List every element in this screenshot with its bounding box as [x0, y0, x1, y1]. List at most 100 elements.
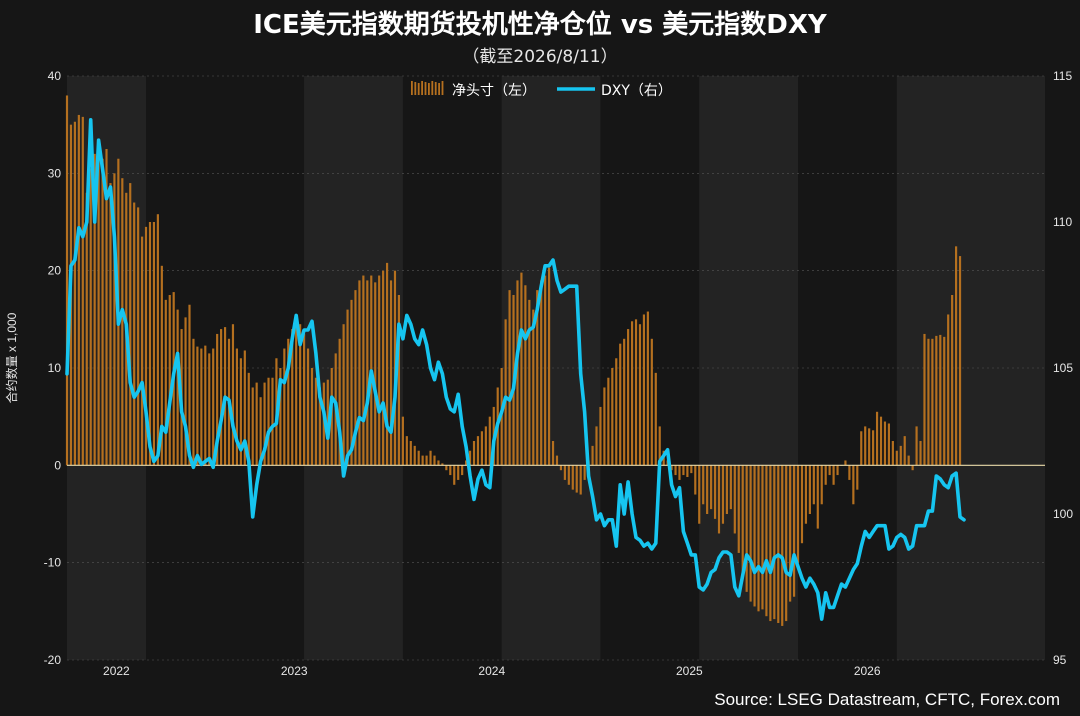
bar [595, 426, 598, 466]
bar [358, 280, 361, 466]
bar [468, 450, 472, 466]
bar [923, 333, 926, 466]
bar [725, 465, 728, 514]
bar [615, 358, 618, 466]
left-axis: 40 30 20 10 0 -10 -20 [44, 69, 62, 667]
bar [267, 377, 270, 466]
bar [188, 304, 191, 466]
bar [741, 465, 744, 573]
bar [295, 319, 298, 466]
bar [216, 333, 219, 466]
bar [895, 450, 898, 466]
bar [749, 465, 752, 602]
right-tick-label: 110 [1053, 215, 1072, 229]
bar [208, 353, 211, 466]
bar [717, 465, 721, 534]
bar [330, 368, 333, 466]
right-tick-label: 105 [1053, 361, 1073, 375]
bar [291, 329, 294, 466]
bar [77, 114, 80, 466]
bar [121, 178, 124, 466]
bar [137, 207, 140, 466]
bar [239, 358, 242, 466]
bar [306, 348, 310, 466]
bar [279, 368, 282, 466]
bar [516, 280, 519, 466]
bar [461, 465, 464, 476]
right-tick-label: 115 [1053, 69, 1072, 83]
bar [911, 465, 914, 471]
bar [184, 317, 187, 466]
bar [789, 465, 792, 602]
bar [65, 95, 69, 466]
bar [627, 329, 630, 466]
legend[interactable]: 净头寸（左） DXY（右） [411, 81, 672, 99]
bar [338, 338, 341, 466]
bar [792, 465, 796, 597]
bar [235, 348, 239, 466]
bar [919, 441, 922, 466]
bar [872, 430, 875, 466]
bar [864, 426, 867, 466]
bar [536, 290, 539, 466]
legend-bar-stroke [424, 82, 427, 95]
x-tick-label: 2023 [281, 664, 308, 678]
bar [385, 262, 389, 466]
bar [891, 441, 894, 466]
bar [101, 158, 104, 466]
bar [144, 226, 148, 466]
bar [303, 333, 306, 466]
bar [611, 368, 614, 466]
bar [599, 406, 602, 466]
bar [93, 153, 96, 466]
bar [836, 465, 839, 476]
bar [389, 280, 393, 466]
bar [773, 465, 776, 620]
bar [856, 465, 859, 490]
bar [346, 309, 349, 466]
bar [607, 377, 610, 466]
right-tick-label: 100 [1053, 507, 1073, 521]
bar [476, 436, 480, 466]
bar [457, 465, 460, 480]
legend-bar-stroke [434, 82, 437, 95]
bar [785, 465, 788, 622]
bar [619, 343, 622, 466]
bar [781, 465, 784, 626]
bar [915, 426, 918, 466]
bar [931, 338, 934, 466]
bar [251, 387, 254, 466]
bar [887, 423, 891, 466]
bar [200, 348, 203, 466]
bar [176, 309, 179, 466]
bar-series [65, 95, 962, 626]
bar [429, 450, 432, 466]
left-axis-label: 合约数量 x 1,000 [4, 312, 19, 403]
bar [397, 295, 401, 466]
bar [927, 338, 930, 466]
bar [263, 382, 266, 466]
bar [89, 168, 92, 466]
bar [899, 445, 902, 466]
bar [540, 280, 543, 466]
bar [603, 387, 606, 466]
bar [721, 465, 725, 524]
chart-subtitle: （截至2026/8/11） [462, 47, 618, 67]
bar [378, 275, 381, 466]
legend-bar-stroke [417, 83, 420, 95]
bar [342, 324, 345, 466]
bar [686, 465, 689, 478]
bar [243, 350, 246, 466]
left-tick-label: 30 [48, 166, 62, 180]
x-tick-label: 2022 [103, 664, 130, 678]
bar [654, 372, 657, 466]
bar [401, 416, 404, 466]
bar [591, 445, 594, 466]
bar [563, 465, 566, 480]
x-tick-label: 2025 [676, 664, 703, 678]
bar [690, 465, 693, 474]
bar [812, 465, 815, 505]
bar [85, 192, 88, 466]
bar [318, 387, 321, 466]
bar [310, 368, 314, 466]
